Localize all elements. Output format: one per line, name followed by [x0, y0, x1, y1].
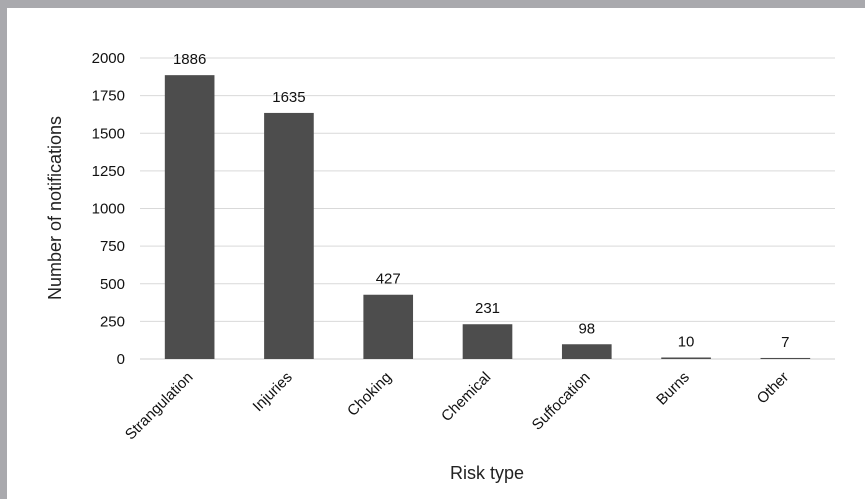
data-label: 231 [475, 300, 500, 317]
bar-injuries [264, 112, 314, 360]
data-labels: 1886 1635 427 231 98 10 7 [173, 51, 790, 351]
x-axis-ticks: Strangulation Injuries Choking Chemical Suff… [122, 369, 792, 444]
y-tick-label: 1750 [92, 88, 125, 105]
x-tick-label: Choking [344, 369, 395, 420]
y-tick-label: 1000 [92, 201, 125, 218]
y-tick-label: 1500 [92, 125, 125, 142]
y-tick-label: 500 [100, 276, 125, 293]
x-tick-label: Chemical [438, 369, 494, 425]
bar-choking [363, 294, 414, 359]
y-axis-ticks: 0 250 500 750 1000 1250 1500 1750 2000 [92, 50, 125, 368]
bar-strangulation [164, 75, 215, 360]
bar-other [760, 357, 811, 359]
y-tick-label: 750 [100, 238, 125, 255]
x-tick-label: Strangulation [122, 369, 197, 444]
x-tick-label: Other [754, 369, 793, 408]
bar-suffocation [561, 344, 612, 359]
x-tick-label: Suffocation [529, 369, 594, 434]
y-tick-label: 2000 [92, 50, 125, 67]
data-label: 7 [781, 334, 789, 351]
y-tick-label: 250 [100, 313, 125, 330]
bar-burns [661, 357, 711, 359]
bars [164, 75, 811, 360]
y-tick-label: 0 [117, 351, 125, 368]
x-axis-title: Risk type [450, 463, 524, 483]
bar-chemical [462, 324, 513, 359]
data-label: 98 [578, 320, 595, 337]
x-tick-label: Burns [653, 369, 693, 409]
data-label: 10 [678, 333, 695, 350]
data-label: 427 [376, 271, 401, 288]
data-label: 1635 [272, 89, 305, 106]
data-label: 1886 [173, 51, 206, 68]
y-axis-title: Number of notifications [45, 116, 65, 300]
y-tick-label: 1250 [92, 163, 125, 180]
gridlines [140, 57, 835, 360]
x-tick-label: Injuries [250, 369, 296, 415]
